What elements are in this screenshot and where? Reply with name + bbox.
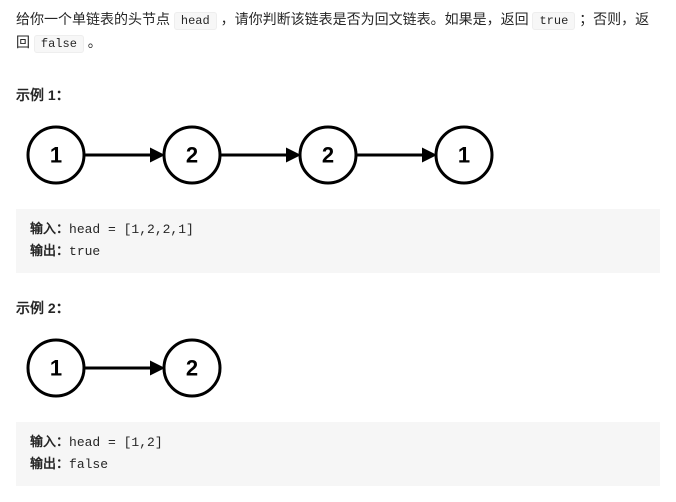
output-value: false — [69, 457, 108, 472]
example-2-io: 输入：head = [1,2] 输出：false — [16, 422, 660, 486]
input-label: 输入： — [30, 222, 69, 237]
input-line: 输入：head = [1,2,2,1] — [30, 219, 646, 241]
svg-text:2: 2 — [186, 355, 198, 380]
output-value: true — [69, 244, 100, 259]
input-label: 输入： — [30, 435, 69, 450]
svg-text:2: 2 — [186, 142, 198, 167]
output-line: 输出：false — [30, 454, 646, 476]
desc-text: ，请你判断该链表是否为回文链表。如果是，返回 — [221, 11, 533, 27]
example-2-title: 示例 2： — [16, 297, 660, 319]
svg-text:1: 1 — [50, 142, 62, 167]
code-head: head — [174, 12, 217, 30]
input-line: 输入：head = [1,2] — [30, 432, 646, 454]
output-line: 输出：true — [30, 241, 646, 263]
svg-text:1: 1 — [458, 142, 470, 167]
desc-text: 给你一个单链表的头节点 — [16, 11, 174, 27]
output-label: 输出： — [30, 244, 69, 259]
output-label: 输出： — [30, 457, 69, 472]
example-1-title: 示例 1： — [16, 84, 660, 106]
example-1-diagram: 1 2 2 1 — [16, 119, 660, 197]
example-2-diagram: 12 — [16, 332, 660, 410]
problem-description: 给你一个单链表的头节点 head ，请你判断该链表是否为回文链表。如果是，返回 … — [16, 8, 660, 54]
input-value: head = [1,2] — [69, 435, 163, 450]
linked-list-diagram-1: 1 2 2 1 — [16, 119, 576, 191]
svg-text:2: 2 — [322, 142, 334, 167]
desc-text: 。 — [88, 34, 102, 50]
input-value: head = [1,2,2,1] — [69, 222, 194, 237]
linked-list-diagram-2: 12 — [16, 332, 296, 404]
code-false: false — [34, 35, 84, 53]
svg-text:1: 1 — [50, 355, 62, 380]
code-true: true — [532, 12, 575, 30]
example-1-io: 输入：head = [1,2,2,1] 输出：true — [16, 209, 660, 273]
